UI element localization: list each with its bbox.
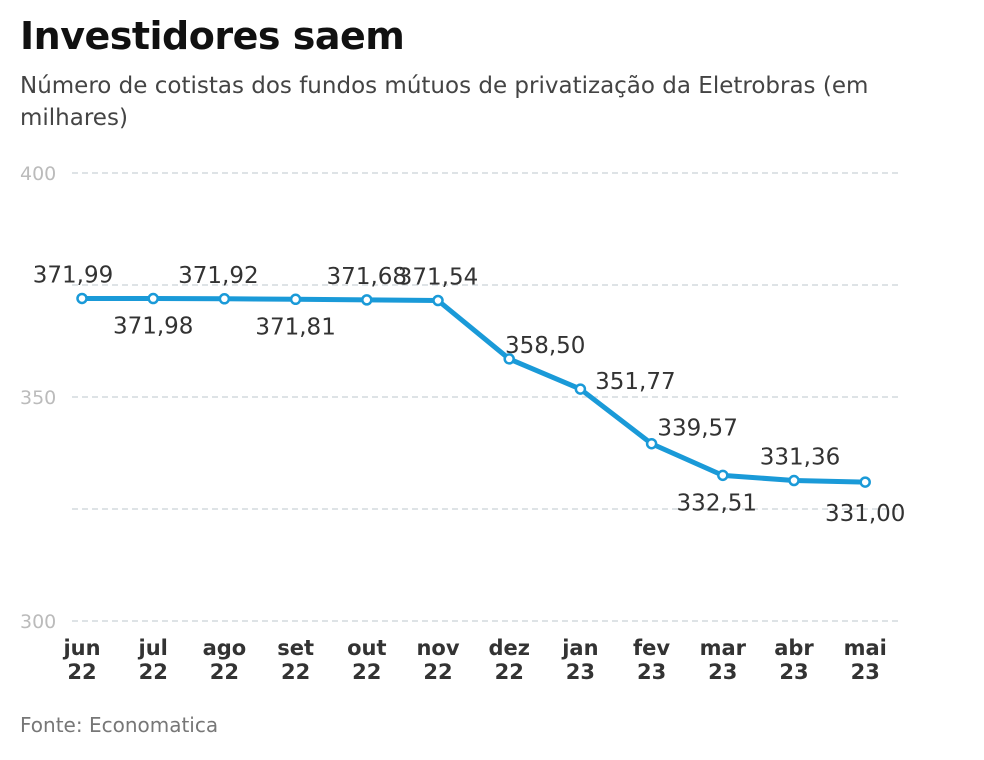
x-tick-label: set: [277, 636, 314, 660]
data-label: 331,36: [760, 445, 840, 471]
data-label: 371,81: [255, 314, 335, 340]
data-point: [432, 294, 444, 307]
data-label: 331,00: [825, 501, 905, 527]
x-tick-label: out: [347, 636, 386, 660]
x-tick-label: 22: [210, 660, 239, 684]
data-point: [76, 292, 88, 305]
chart-subtitle: Número de cotistas dos fundos mútuos de …: [20, 73, 869, 131]
data-label: 371,99: [33, 262, 113, 288]
x-tick-label: mai: [844, 636, 887, 660]
y-tick-label: 350: [20, 387, 56, 409]
y-tick-label: 400: [20, 163, 56, 185]
data-label: 339,57: [657, 416, 737, 442]
data-point: [788, 474, 800, 487]
data-point: [147, 292, 159, 305]
data-label: 371,54: [398, 265, 478, 291]
x-tick-label: 22: [495, 660, 524, 684]
data-point: [361, 294, 373, 306]
x-tick-label: 22: [281, 660, 310, 684]
x-tick-label: 23: [566, 660, 595, 684]
data-label: 371,98: [113, 314, 193, 340]
data-point: [859, 476, 871, 488]
x-tick-label: abr: [774, 636, 814, 660]
x-tick-label: jul: [138, 636, 168, 660]
data-point: [574, 383, 587, 395]
data-label: 371,92: [178, 263, 258, 289]
data-label: 358,50: [505, 333, 585, 359]
x-tick-label: 22: [423, 660, 452, 684]
x-tick-label: ago: [203, 636, 247, 660]
data-point: [645, 437, 658, 450]
x-tick-label: 23: [851, 660, 880, 684]
x-tick-label: jan: [561, 636, 598, 660]
x-tick-label: 22: [67, 660, 96, 684]
x-tick-label: mar: [700, 636, 747, 660]
data-point: [218, 293, 231, 305]
data-point: [289, 293, 302, 306]
y-tick-label: 300: [20, 611, 56, 633]
data-label: 371,68: [327, 264, 407, 290]
data-point: [717, 469, 729, 482]
source-note: Fonte: Economatica: [20, 713, 219, 737]
x-tick-label: 23: [637, 660, 666, 684]
x-tick-label: 23: [779, 660, 808, 684]
x-tick-label: nov: [416, 636, 459, 660]
x-tick-label: dez: [488, 636, 530, 660]
data-point: [503, 353, 515, 365]
x-tick-label: jun: [62, 636, 100, 660]
data-label: 332,51: [677, 490, 757, 516]
series-line: [81, 295, 866, 485]
chart-title: Investidores saem: [20, 14, 405, 58]
x-tick-label: 22: [139, 660, 168, 684]
data-label: 351,77: [595, 369, 675, 395]
x-tick-label: fev: [633, 636, 670, 660]
x-tick-label: 23: [708, 660, 737, 684]
x-tick-label: 22: [352, 660, 381, 684]
